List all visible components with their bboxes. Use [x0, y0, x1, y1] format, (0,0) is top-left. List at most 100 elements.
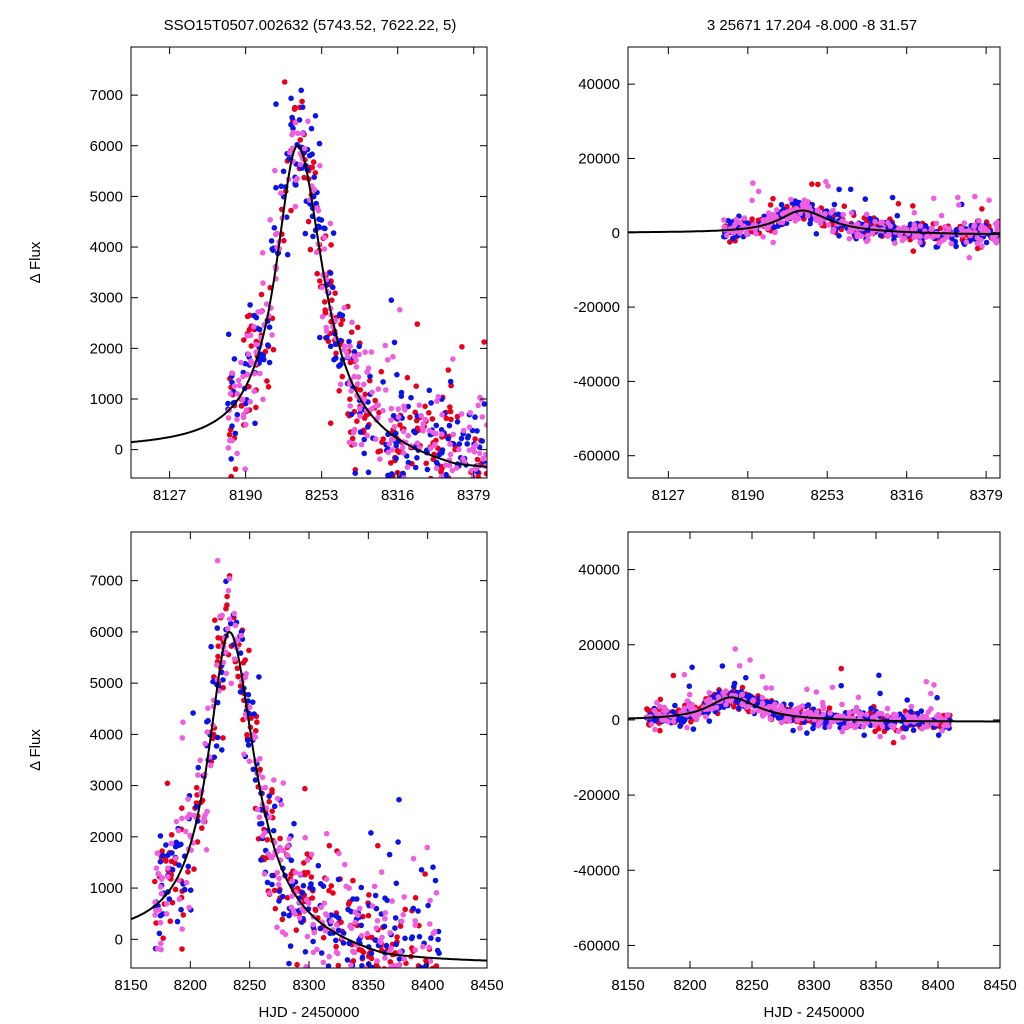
y-axis-title: Δ Flux	[27, 241, 44, 283]
data-point	[794, 717, 801, 724]
data-point	[214, 662, 220, 668]
data-point	[344, 957, 351, 963]
data-point	[382, 915, 388, 922]
data-point	[454, 413, 461, 420]
data-point	[242, 360, 249, 367]
data-point	[246, 704, 253, 711]
data-point	[302, 785, 308, 792]
data-point	[732, 221, 738, 228]
data-point	[299, 130, 306, 137]
data-point	[820, 711, 826, 718]
data-point	[401, 894, 408, 900]
y-tick-label: 5000	[90, 675, 123, 692]
data-point	[799, 703, 806, 709]
data-point	[420, 428, 426, 434]
data-point	[412, 918, 419, 924]
data-point	[449, 467, 456, 474]
data-point	[478, 511, 484, 517]
data-point	[472, 436, 478, 442]
data-point	[227, 620, 234, 627]
data-point	[739, 684, 746, 691]
data-point	[386, 851, 393, 858]
data-point	[374, 958, 380, 964]
data-point	[267, 217, 274, 223]
data-point	[363, 1016, 369, 1022]
data-point	[259, 833, 266, 839]
data-point	[473, 529, 479, 535]
data-point	[472, 414, 478, 420]
data-point	[257, 370, 263, 377]
data-point	[321, 299, 328, 305]
data-point	[443, 479, 449, 485]
data-point	[928, 227, 934, 233]
data-point	[224, 602, 230, 608]
data-point	[365, 998, 371, 1004]
data-point	[755, 188, 762, 195]
data-point	[352, 470, 359, 477]
data-point	[885, 231, 891, 238]
data-point	[292, 203, 299, 210]
data-point	[245, 691, 252, 698]
data-point	[460, 427, 467, 434]
y-tick-label: 40000	[578, 76, 620, 93]
data-point	[320, 934, 327, 941]
y-tick-label: 40000	[578, 562, 620, 579]
data-point	[279, 893, 286, 900]
data-point	[827, 710, 833, 716]
x-tick-label: 8253	[305, 487, 338, 504]
data-point	[394, 934, 400, 940]
data-point	[173, 855, 179, 862]
data-point	[244, 737, 251, 743]
data-point	[302, 871, 308, 878]
data-point	[684, 698, 691, 704]
data-point	[399, 508, 405, 514]
data-point	[363, 965, 369, 968]
data-point	[389, 447, 395, 453]
data-point	[788, 196, 794, 203]
data-point	[203, 847, 210, 853]
data-point	[759, 673, 766, 680]
data-point	[400, 428, 407, 435]
data-point	[854, 233, 860, 240]
data-point	[274, 869, 281, 876]
data-point	[397, 949, 403, 955]
data-point	[892, 240, 898, 246]
data-point	[651, 707, 658, 714]
data-point	[759, 695, 766, 701]
data-point	[305, 118, 311, 124]
data-point	[317, 925, 324, 932]
data-point	[387, 930, 393, 936]
data-point	[706, 718, 713, 724]
data-point	[335, 876, 342, 883]
data-point	[836, 233, 842, 239]
data-point	[392, 925, 398, 931]
data-point	[339, 373, 346, 380]
plot-frame	[130, 46, 488, 479]
data-point	[749, 197, 755, 204]
data-point	[448, 516, 454, 522]
data-point	[217, 613, 223, 619]
data-point	[359, 954, 366, 961]
data-point	[398, 393, 405, 400]
data-point	[428, 475, 434, 478]
data-point	[378, 368, 385, 375]
data-point	[405, 984, 411, 990]
data-point	[286, 912, 292, 919]
data-point	[273, 184, 279, 191]
data-point	[863, 238, 870, 245]
data-point	[703, 714, 709, 720]
data-point	[431, 494, 437, 500]
data-point	[394, 979, 400, 985]
data-point	[234, 391, 241, 397]
data-point	[215, 653, 221, 660]
data-point	[433, 465, 440, 472]
data-point	[911, 209, 918, 216]
data-point	[422, 871, 428, 877]
scatter-points	[721, 178, 1000, 261]
data-point	[240, 660, 247, 666]
data-point	[923, 678, 930, 685]
data-point	[355, 324, 361, 331]
data-point	[401, 1010, 407, 1016]
data-point	[963, 239, 970, 245]
data-point	[665, 718, 671, 725]
